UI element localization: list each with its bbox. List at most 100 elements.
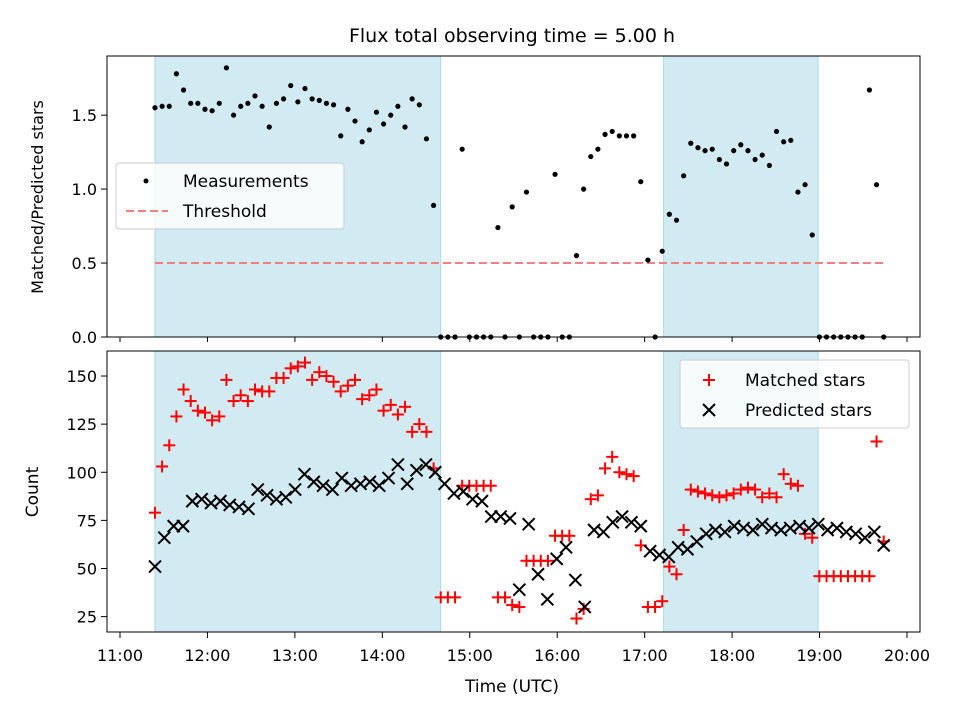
predicted-star-point — [325, 482, 340, 497]
bottom-legend-box — [679, 359, 910, 429]
matched-star-point — [599, 462, 612, 475]
measurement-point — [288, 82, 294, 89]
predicted-mark-b — [325, 482, 340, 497]
measurement-point — [681, 173, 687, 179]
measurement-point — [209, 108, 215, 114]
predicted-mark-b — [858, 530, 872, 545]
predicted-star-point — [867, 525, 882, 539]
matched-star-point — [370, 383, 383, 396]
predicted-star-point — [578, 600, 592, 614]
predicted-mark-b — [185, 494, 200, 508]
predicted-star-point — [279, 490, 293, 504]
predicted-star-point — [335, 471, 349, 485]
predicted-star-point — [400, 477, 414, 491]
predicted-mark-b — [811, 517, 825, 531]
matched-star-point — [691, 485, 704, 498]
measurement-point — [366, 127, 372, 133]
matched-star-point — [784, 477, 797, 490]
predicted-mark-b — [447, 486, 461, 501]
predicted-star-point — [624, 515, 639, 530]
predicted-mark-b — [456, 484, 470, 499]
x-tick-label: 12:00 — [184, 646, 230, 665]
measurement-point — [166, 103, 172, 109]
x-axis-label: Time (UTC) — [464, 677, 559, 697]
matched-star-point — [277, 371, 290, 384]
predicted-mark-b — [344, 479, 358, 493]
matched-star-point — [299, 356, 312, 369]
matched-star-point — [606, 450, 619, 463]
measurement-point — [781, 139, 787, 145]
y-tick-label: 0.0 — [72, 328, 97, 347]
matched-star-point — [449, 591, 462, 604]
matched-star-point — [541, 554, 554, 567]
bottom-axes-frame — [106, 350, 921, 633]
matched-star-point — [513, 600, 526, 613]
predicted-mark-b — [316, 479, 330, 493]
measurement-point — [259, 103, 265, 109]
predicted-mark-b — [391, 457, 405, 472]
predicted-mark-b — [820, 523, 835, 537]
predicted-mark-b — [437, 477, 452, 491]
y-tick-label: 0.5 — [72, 254, 97, 273]
measurement-point — [402, 124, 408, 130]
predicted-star-point — [391, 457, 405, 472]
predicted-star-point — [830, 521, 844, 535]
measurement-point — [673, 217, 680, 223]
measurement-point — [330, 102, 337, 108]
predicted-star-point — [512, 582, 527, 597]
measurement-point — [352, 118, 358, 124]
matched-star-point — [756, 491, 769, 504]
matched-star-point — [327, 375, 340, 388]
measurement-point — [338, 133, 344, 139]
measurement-point — [773, 128, 780, 135]
matched-star-point — [227, 395, 240, 408]
predicted-star-point — [606, 515, 620, 530]
matched-star-point — [206, 414, 219, 427]
predicted-mark-b — [297, 467, 312, 481]
measurement-point — [373, 109, 380, 115]
measurement-point — [152, 105, 158, 111]
matched-star-point — [749, 483, 762, 496]
predicted-mark-b — [690, 534, 704, 549]
top-legend: Measurements Threshold — [115, 162, 345, 230]
predicted-star-point — [559, 540, 573, 555]
matched-star-point — [420, 425, 433, 438]
predicted-mark-b — [204, 496, 218, 510]
matched-star-point — [391, 408, 404, 421]
matched-star-point — [384, 398, 397, 411]
matched-star-point — [170, 410, 183, 423]
matched-star-point — [156, 460, 169, 473]
matched-star-point — [248, 383, 261, 396]
top-y-axis-label: Matched/Predicted stars — [28, 100, 47, 294]
predicted-mark-b — [783, 521, 797, 535]
matched-star-point — [406, 425, 419, 438]
matched-star-point — [620, 468, 633, 481]
measurement-point — [195, 100, 201, 106]
measurement-point — [631, 133, 637, 139]
legend-matched-label: Matched stars — [745, 371, 865, 391]
predicted-mark-b — [549, 552, 564, 566]
matched-star-point — [570, 612, 583, 625]
predicted-star-point — [316, 479, 330, 493]
predicted-mark-b — [830, 521, 844, 535]
predicted-star-point — [858, 530, 872, 545]
predicted-mark-b — [699, 527, 713, 541]
predicted-star-point — [755, 517, 769, 531]
predicted-star-point — [615, 509, 629, 524]
predicted-star-point — [848, 527, 863, 541]
matched-star-point — [741, 481, 754, 494]
measurement-point — [245, 100, 251, 106]
matched-star-point — [863, 570, 876, 583]
legend-measurements-label: Measurements — [183, 172, 309, 192]
predicted-star-point — [213, 494, 228, 508]
top-axes-frame — [106, 55, 921, 338]
matched-star-point — [806, 531, 819, 544]
predicted-mark-b — [419, 457, 433, 472]
predicted-star-point — [241, 502, 256, 516]
predicted-mark-b — [512, 582, 527, 597]
measurement-point — [359, 139, 365, 145]
measurement-point — [223, 65, 230, 71]
predicted-mark-b — [381, 471, 396, 485]
predicted-mark-b — [540, 592, 555, 606]
matched-star-point — [584, 493, 597, 506]
